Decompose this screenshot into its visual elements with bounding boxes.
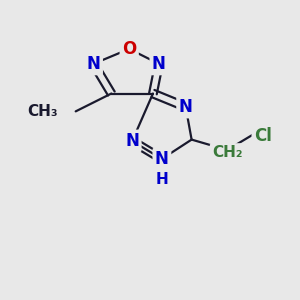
Text: N: N bbox=[152, 55, 166, 73]
Text: N: N bbox=[87, 55, 100, 73]
Text: CH₂: CH₂ bbox=[212, 146, 242, 160]
Text: N: N bbox=[125, 132, 139, 150]
Text: N: N bbox=[155, 150, 169, 168]
Text: CH₃: CH₃ bbox=[27, 104, 58, 119]
Text: O: O bbox=[122, 40, 136, 58]
Text: Cl: Cl bbox=[254, 127, 272, 145]
Text: H: H bbox=[155, 172, 168, 187]
Text: N: N bbox=[179, 98, 193, 116]
